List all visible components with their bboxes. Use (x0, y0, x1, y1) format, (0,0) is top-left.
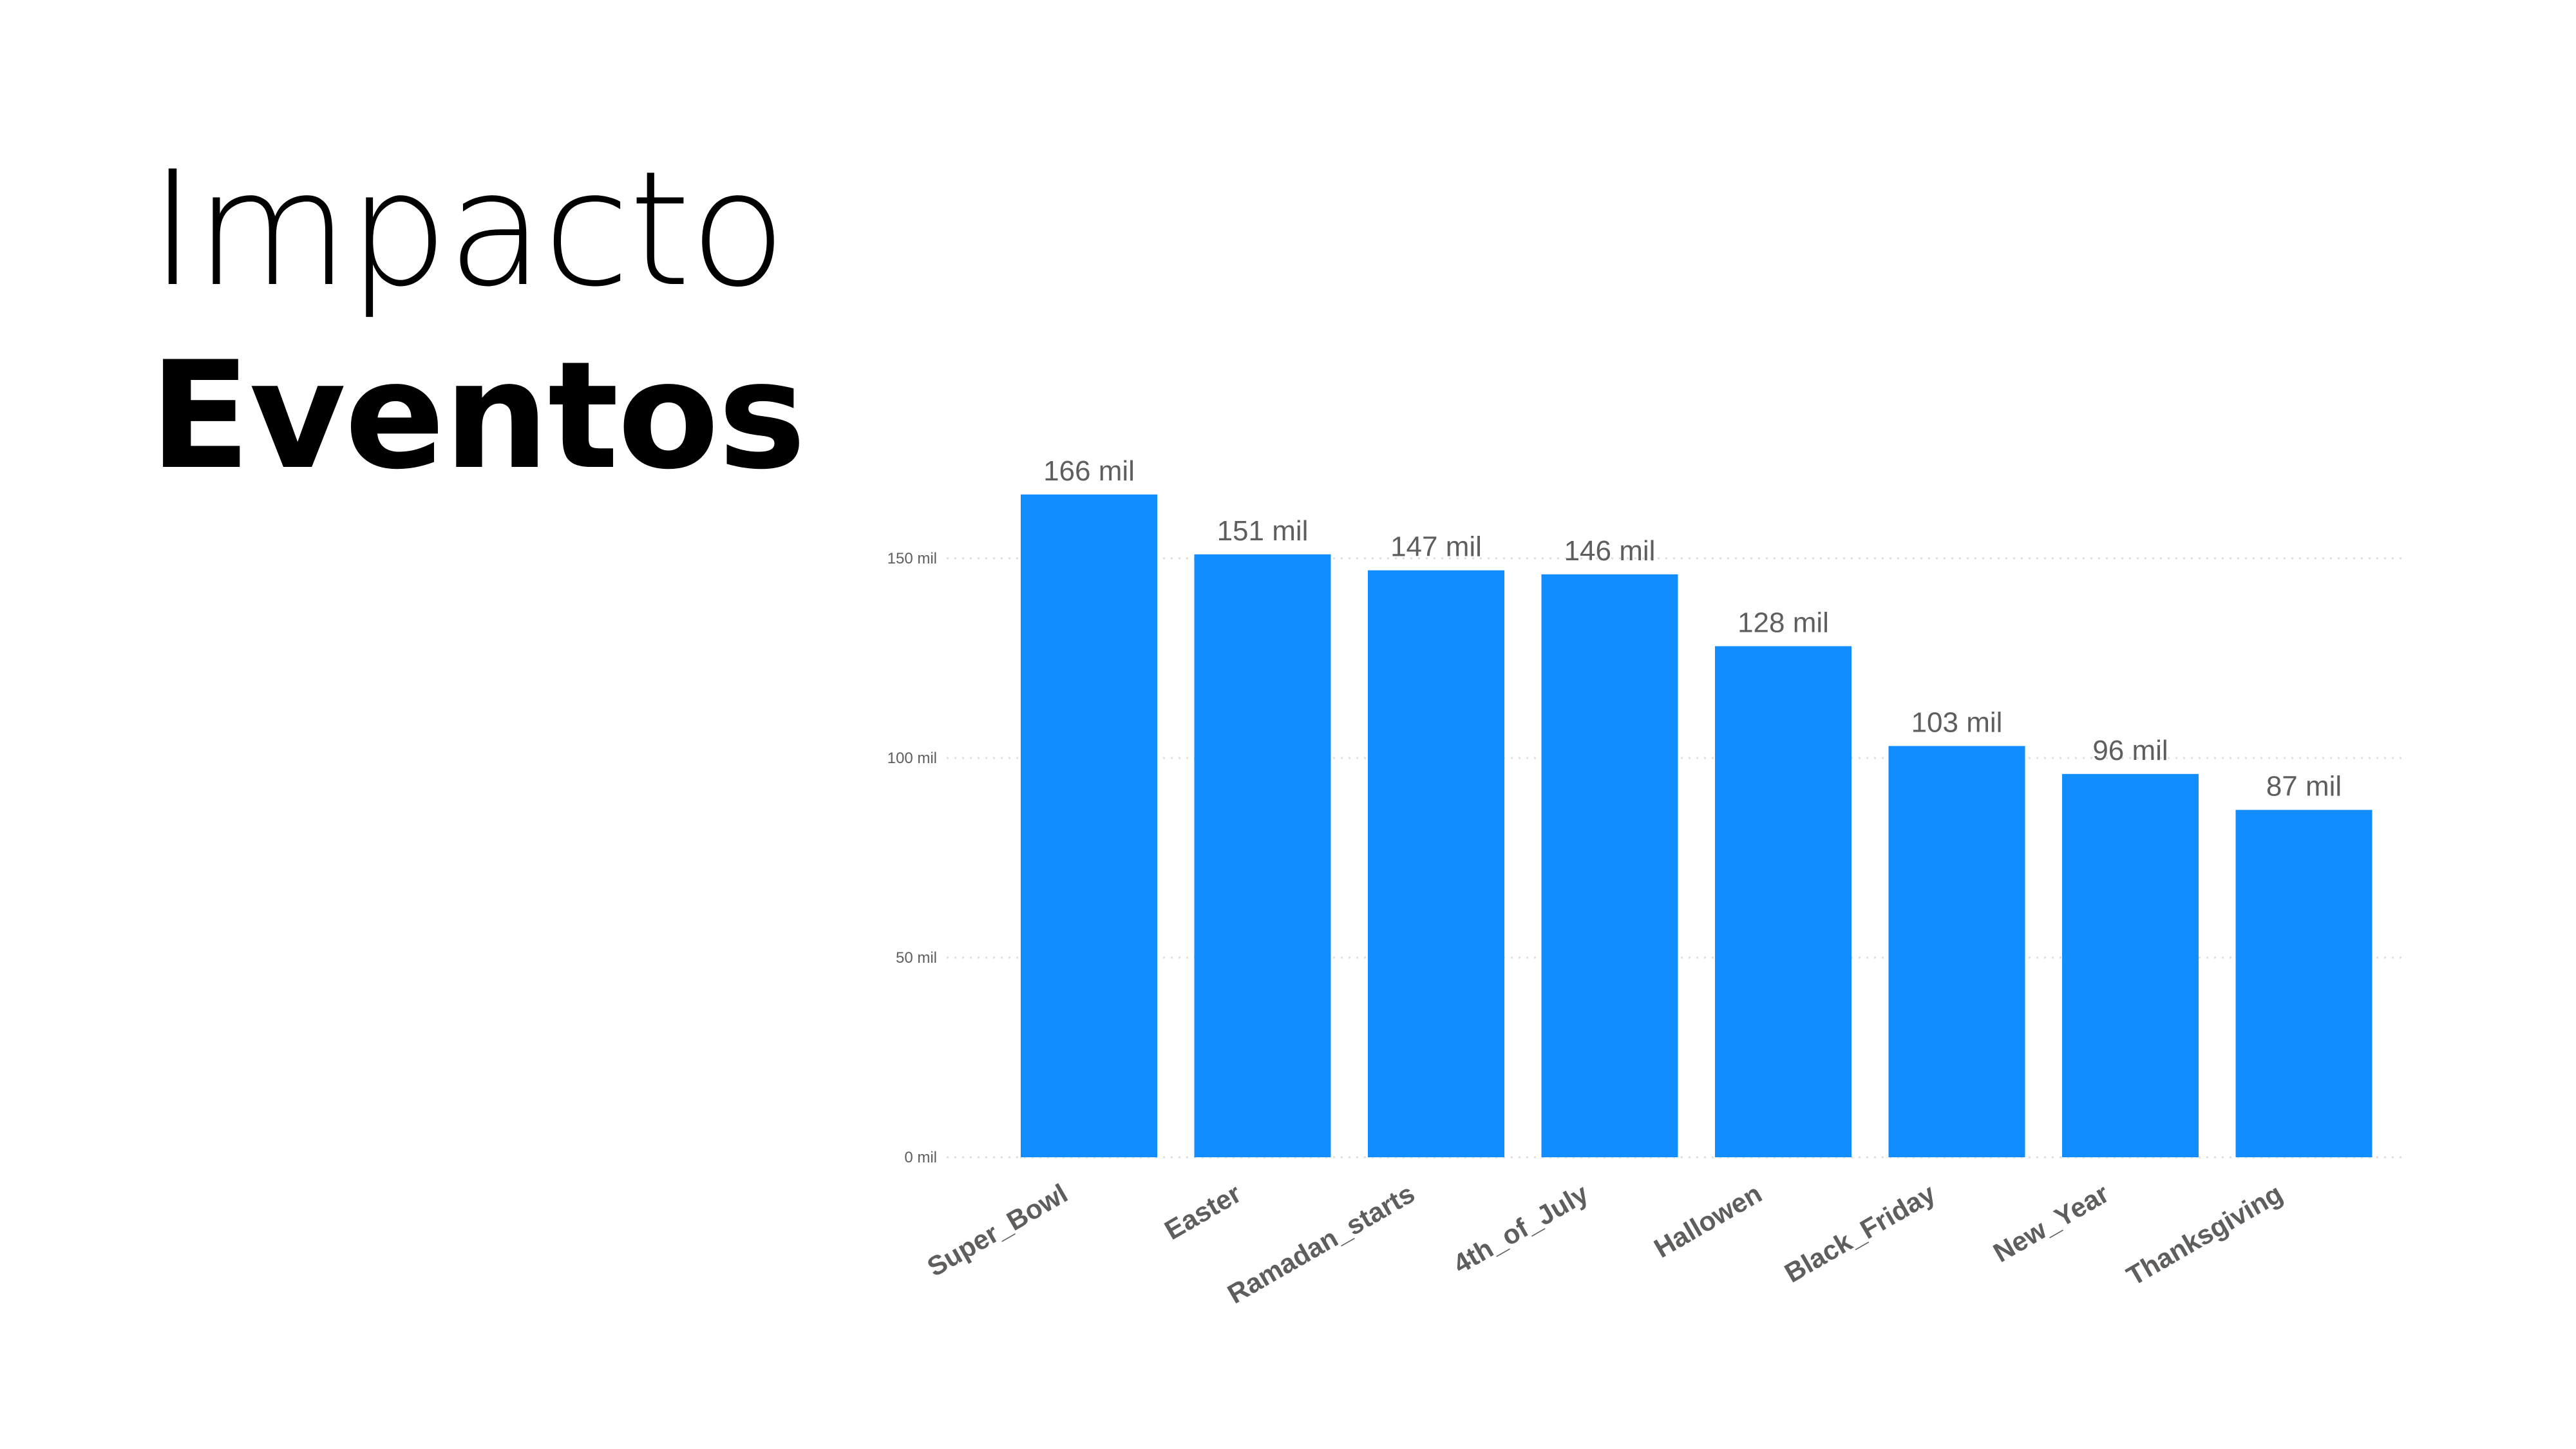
bar-black-friday[interactable] (1888, 746, 2025, 1157)
x-tick-label: Super_Bowl (922, 1178, 1073, 1282)
data-labels: 166 mil 151 mil 147 mil 146 mil 128 mil 103 m… (1043, 455, 2342, 802)
y-tick-label: 50 mil (896, 949, 937, 967)
data-label: 103 mil (1911, 706, 2003, 738)
bar-thanksgiving[interactable] (2235, 810, 2372, 1157)
bar-new-year[interactable] (2062, 773, 2199, 1157)
data-label: 166 mil (1043, 455, 1135, 487)
data-label: 147 mil (1390, 531, 1482, 563)
x-tick-label: Hallowen (1649, 1178, 1766, 1264)
data-label: 96 mil (2092, 735, 2168, 766)
x-tick-label: Easter (1159, 1178, 1246, 1245)
x-tick-label: New_Year (1988, 1178, 2114, 1268)
x-tick-label: 4th_of_July (1448, 1178, 1593, 1280)
bar-hallowen[interactable] (1715, 646, 1852, 1157)
y-axis-ticks: 0 mil 50 mil 100 mil 150 mil (887, 550, 937, 1166)
title-line-eventos: Eventos (149, 330, 806, 502)
data-label: 87 mil (2266, 771, 2342, 802)
y-tick-label: 150 mil (887, 550, 937, 567)
x-tick-label: Black_Friday (1779, 1178, 1940, 1289)
y-tick-label: 0 mil (904, 1149, 937, 1166)
bar-ramadan-starts[interactable] (1368, 570, 1504, 1157)
bar-4th-of-july[interactable] (1541, 574, 1678, 1157)
bar-easter[interactable] (1194, 554, 1331, 1157)
slide-title: Impacto Eventos (149, 137, 806, 510)
data-label: 128 mil (1738, 607, 1829, 638)
data-label: 151 mil (1217, 515, 1309, 547)
bars (1021, 494, 2372, 1157)
x-tick-label: Thanksgiving (2121, 1178, 2287, 1291)
data-label: 146 mil (1564, 535, 1656, 567)
bar-super-bowl[interactable] (1021, 494, 1157, 1157)
y-tick-label: 100 mil (887, 750, 937, 767)
title-line-impacto: Impacto (149, 138, 786, 322)
x-tick-label: Ramadan_starts (1222, 1178, 1420, 1309)
